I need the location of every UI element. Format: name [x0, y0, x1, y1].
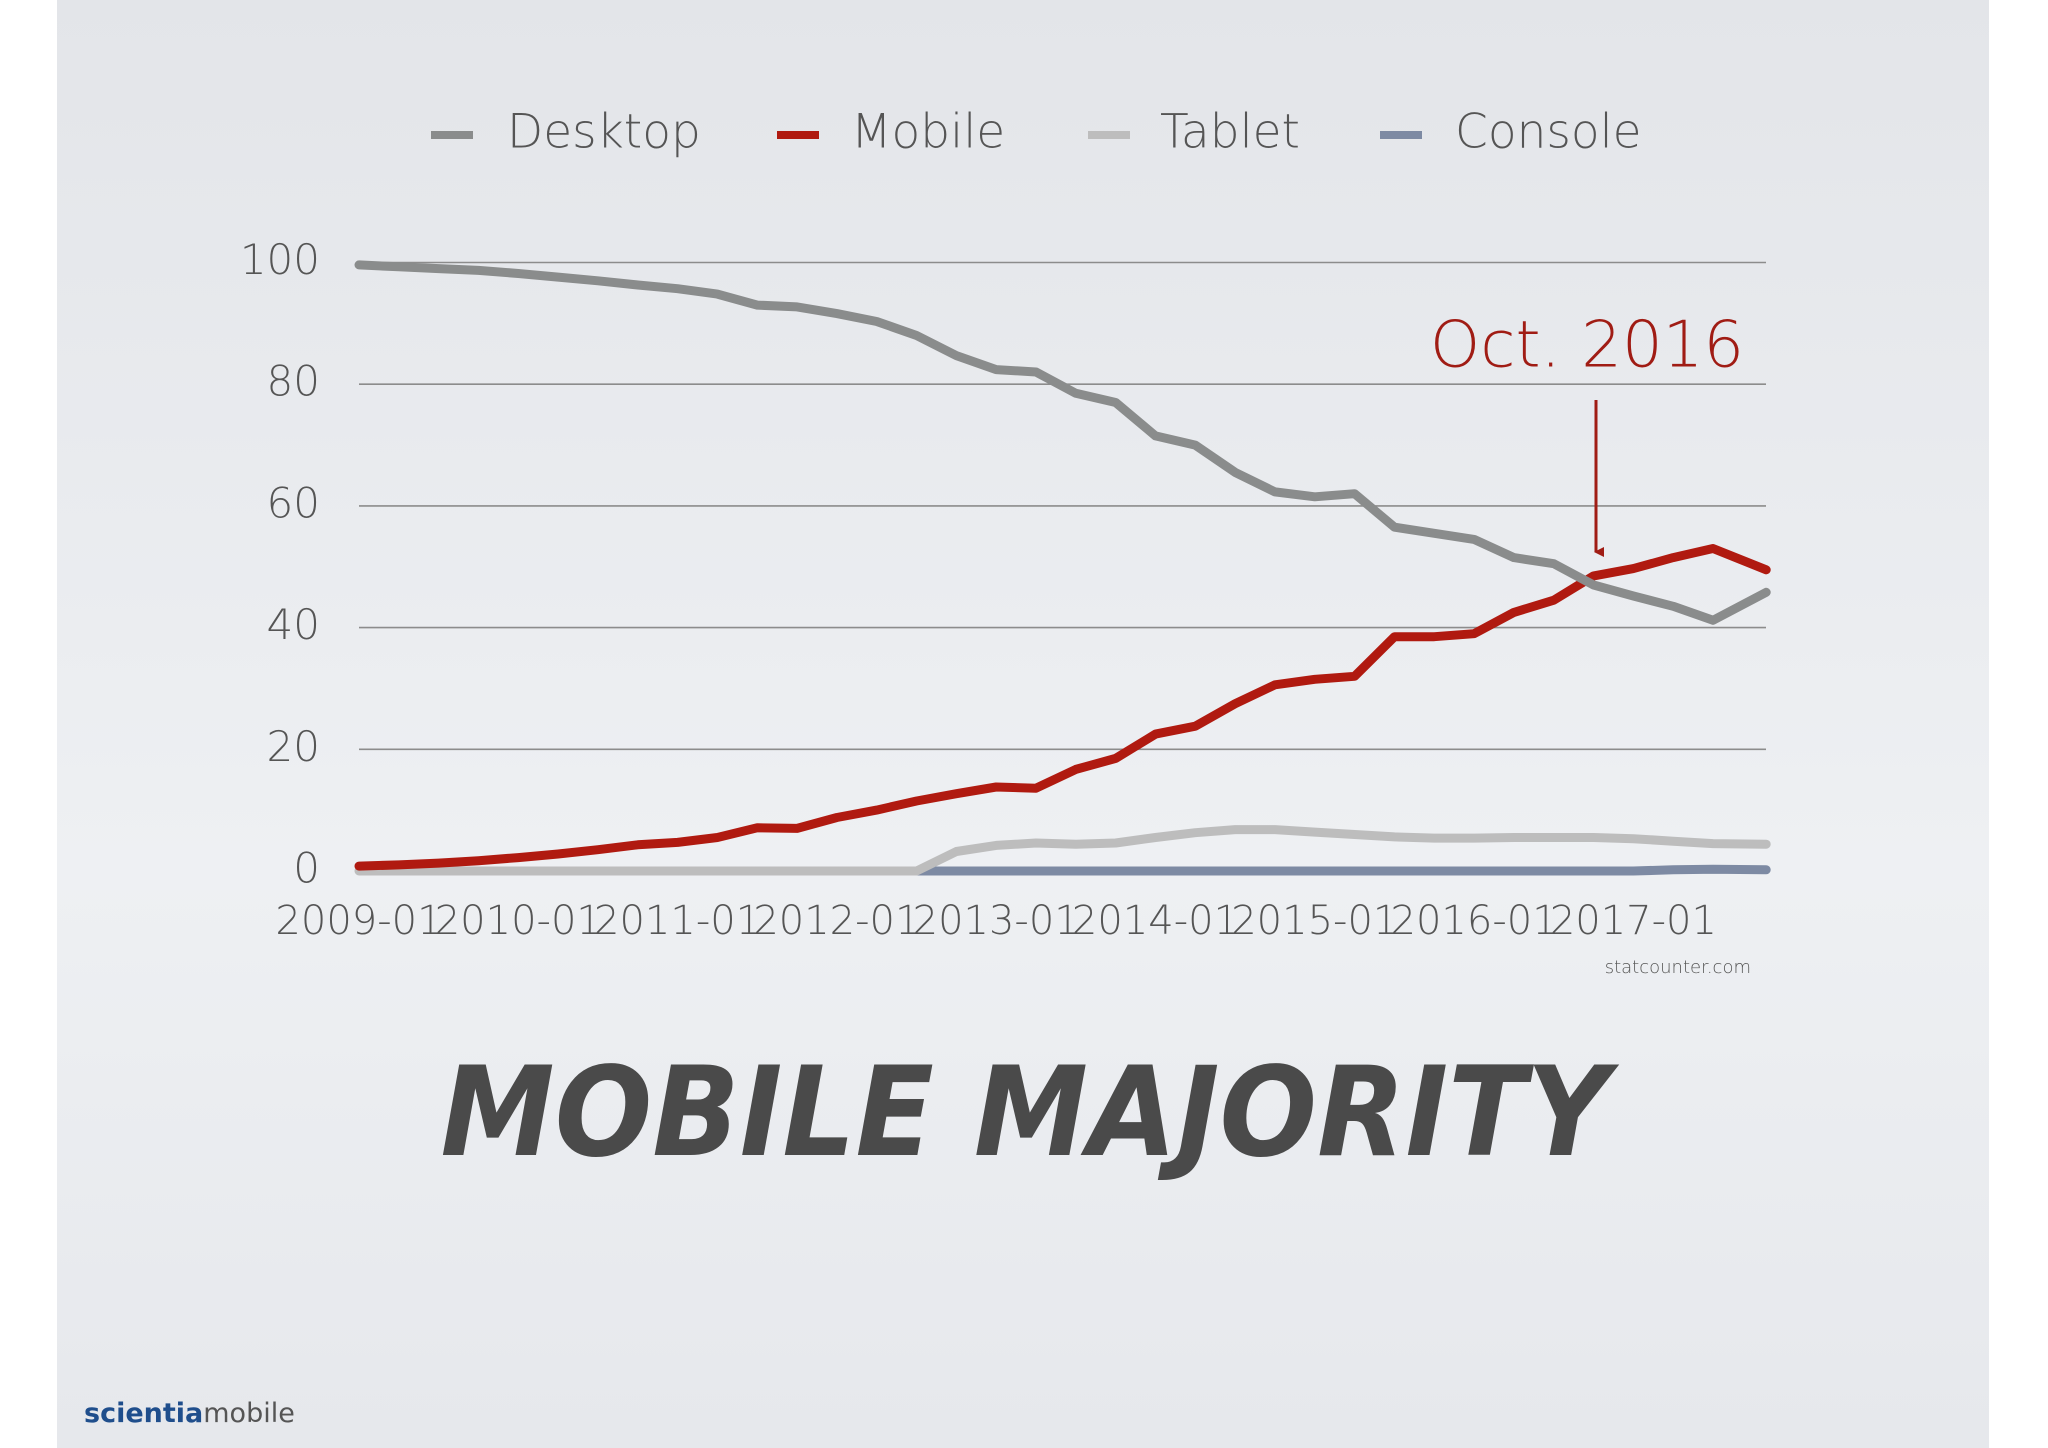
x-tick-label: 2010-01: [435, 898, 602, 944]
logo-bold: scientia: [84, 1398, 203, 1429]
headline: MOBILE MAJORITY: [441, 1041, 1620, 1185]
x-tick-label: 2009-01: [275, 898, 442, 944]
logo-rest: mobile: [203, 1398, 295, 1429]
source: statcounter.com: [1605, 957, 1751, 978]
y-tick-label: 40: [267, 600, 320, 649]
y-tick-label: 60: [267, 478, 320, 527]
legend-label: Mobile: [851, 105, 1005, 160]
legend-label: Console: [1455, 105, 1642, 160]
x-tick-label: 2011-01: [594, 898, 761, 944]
series-line: [912, 864, 1771, 876]
x-tick-label: 2013-01: [913, 898, 1080, 944]
legend-label: Desktop: [507, 105, 701, 160]
legend-label: Tablet: [1160, 105, 1300, 160]
x-tick-label: 2016-01: [1391, 898, 1558, 944]
x-tick-label: 2014-01: [1072, 898, 1239, 944]
logo: scientiamobile: [84, 1398, 295, 1429]
y-tick-label: 80: [267, 357, 320, 406]
x-tick-label: 2017-01: [1550, 898, 1717, 944]
slide-background: [57, 0, 1989, 1448]
y-tick-label: 0: [293, 844, 320, 893]
x-tick-label: 2012-01: [753, 898, 920, 944]
series-line: [354, 825, 1771, 876]
series-line: [354, 544, 1771, 871]
x-tick-label: 2015-01: [1231, 898, 1398, 944]
annotation: Oct. 2016: [1430, 309, 1744, 383]
y-tick-label: 20: [267, 722, 320, 771]
y-tick-label: 100: [240, 235, 320, 284]
series-line: [354, 260, 1771, 625]
